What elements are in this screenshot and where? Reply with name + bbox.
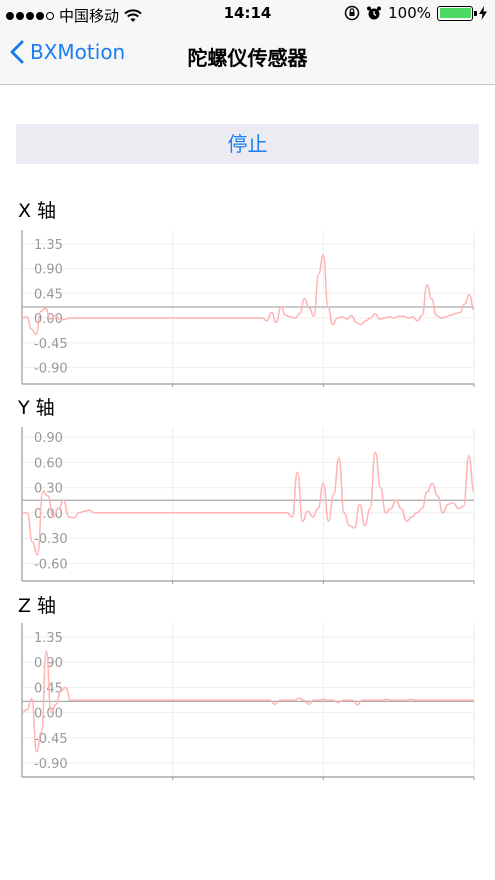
chevron-left-icon [10, 40, 24, 64]
alarm-icon [367, 6, 382, 20]
y-axis-label: Y 轴 [18, 397, 55, 419]
y-tick-label: -0.90 [34, 362, 68, 377]
status-time: 14:14 [223, 4, 272, 22]
carrier-group: 中国移动 [6, 5, 142, 26]
y-tick-label: -0.45 [34, 732, 68, 747]
data-series-line [21, 650, 474, 753]
y-tick-label: 1.35 [34, 631, 63, 646]
y-tick-label: 0.90 [34, 431, 63, 446]
x-axis-label: X 轴 [18, 200, 57, 222]
y-tick-label: -0.60 [34, 557, 68, 572]
back-button[interactable]: BXMotion [10, 40, 125, 64]
x-axis-chart: 1.350.900.450.00-0.45-0.90 [21, 230, 475, 387]
y-tick-label: -0.90 [34, 757, 68, 772]
charging-icon [479, 6, 487, 20]
back-button-label: BXMotion [30, 40, 126, 64]
carrier-name: 中国移动 [59, 7, 120, 25]
y-tick-label: 0.45 [34, 287, 63, 302]
y-tick-label: 0.30 [34, 482, 63, 497]
data-series-line [21, 254, 475, 336]
y-axis-chart: 0.900.600.300.00-0.30-0.60 [21, 427, 475, 584]
y-tick-label: 0.00 [34, 707, 63, 722]
signal-strength-icon [6, 11, 54, 20]
y-tick-label: 1.35 [34, 238, 63, 253]
y-tick-label: -0.45 [34, 337, 68, 352]
battery-percent: 100% [388, 4, 431, 22]
z-axis-label: Z 轴 [18, 595, 57, 617]
status-bar: 中国移动 14:14 100% [0, 0, 495, 28]
y-tick-label: 0.90 [34, 263, 63, 278]
status-right-group: 100% [344, 4, 487, 22]
y-tick-label: 0.60 [34, 456, 63, 471]
battery-icon [437, 5, 477, 21]
y-tick-label: -0.30 [34, 532, 68, 547]
orientation-lock-icon [344, 5, 360, 21]
page-title: 陀螺仪传感器 [187, 46, 308, 70]
stop-button[interactable]: 停止 [16, 124, 479, 164]
z-axis-chart: 1.350.900.450.00-0.45-0.90 [21, 623, 475, 780]
wifi-icon [124, 8, 142, 22]
data-series-line [22, 451, 475, 556]
navigation-bar: BXMotion 陀螺仪传感器 [0, 28, 495, 85]
